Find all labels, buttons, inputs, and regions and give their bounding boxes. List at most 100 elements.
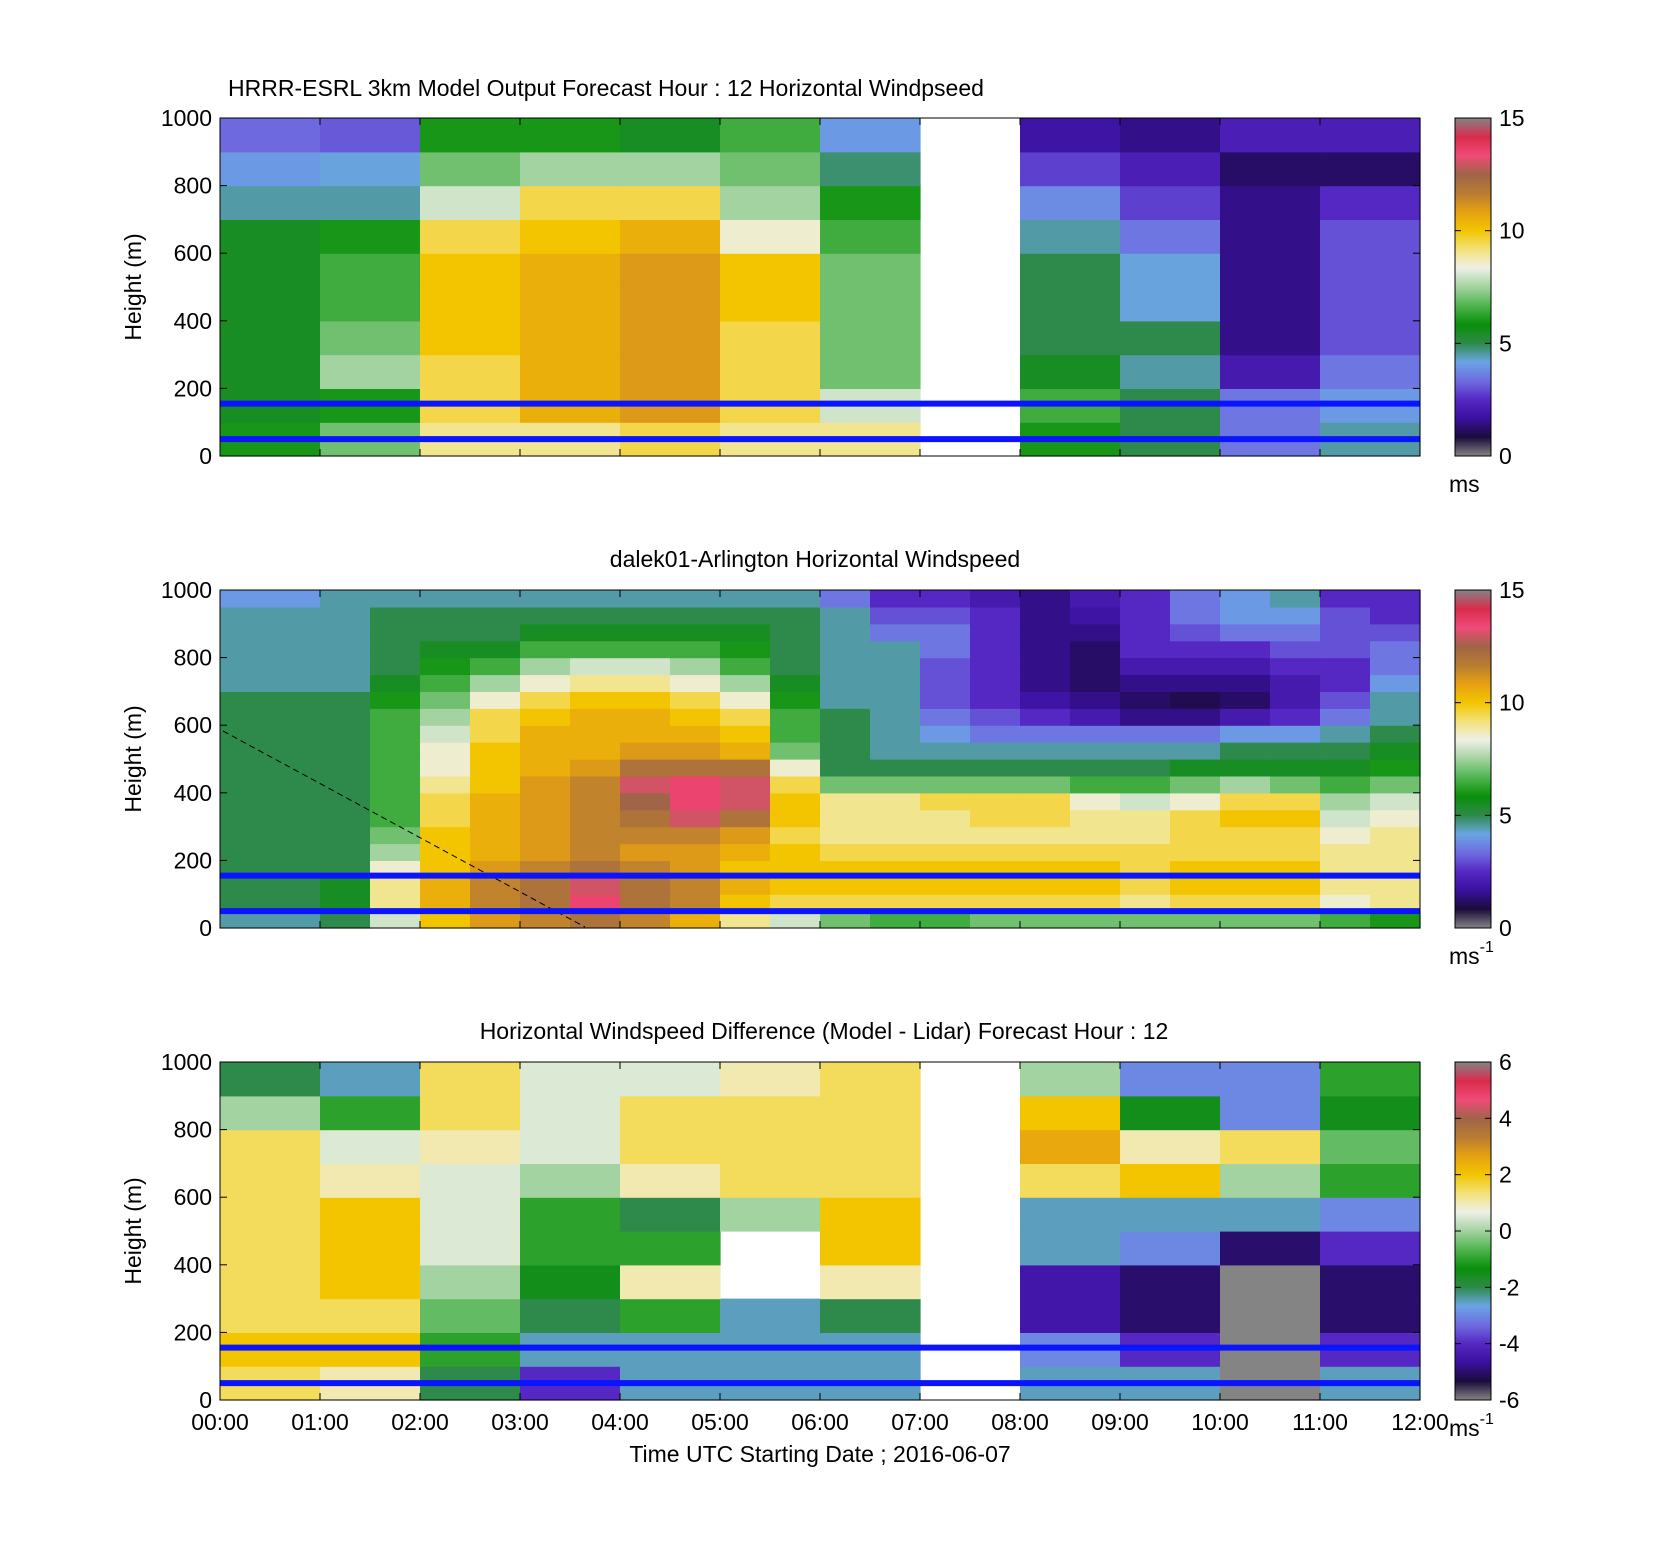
heatmap-cell (1070, 657, 1121, 676)
y-tick-label: 200 (174, 1319, 212, 1345)
heatmap-cell (1120, 1129, 1221, 1164)
heatmap-cell (420, 877, 471, 895)
heatmap-cell (220, 911, 271, 929)
heatmap-cell (220, 1298, 321, 1333)
x-ticks (219, 590, 1421, 928)
heatmap-cell (220, 657, 271, 676)
heatmap-cell (1370, 590, 1421, 608)
heatmap-cell (1320, 354, 1421, 389)
heatmap-cell (1070, 691, 1121, 709)
colorbar-tick-label: -4 (1499, 1331, 1520, 1357)
heatmap-cell (1370, 623, 1421, 642)
heatmap-cell (1270, 809, 1321, 828)
heatmap-cell (620, 826, 671, 845)
heatmap-cell (620, 894, 671, 912)
heatmap-cell (720, 911, 771, 929)
heatmap-cell (1220, 708, 1271, 726)
heatmap-cell (1070, 725, 1121, 743)
heatmap-cell (220, 1129, 321, 1164)
heatmap-cell (720, 725, 771, 743)
heatmap-cell (220, 118, 321, 153)
heatmap-cell (1020, 253, 1121, 288)
heatmap-cell (1220, 1298, 1321, 1333)
heatmap-cell (1220, 1163, 1321, 1198)
heatmap-cell (620, 843, 671, 861)
heatmap-cell (220, 253, 321, 288)
heatmap-cell (1020, 775, 1071, 794)
heatmap-cell (770, 911, 821, 929)
heatmap-cell (720, 691, 771, 709)
heatmap-cell (520, 1095, 621, 1131)
heatmap-cell (620, 1062, 721, 1097)
heatmap-cell (620, 1231, 721, 1266)
heatmap-cell (820, 708, 871, 726)
heatmap-cell (820, 219, 921, 254)
heatmap-cell (420, 590, 471, 608)
heatmap-cell (920, 843, 971, 861)
heatmap-cell (670, 826, 721, 845)
colorbar-tick-label: 10 (1499, 218, 1525, 244)
heatmap-cell (1120, 640, 1171, 659)
heatmap-cell (1120, 151, 1221, 187)
heatmap-cell (1120, 118, 1221, 153)
heatmap-cell (670, 623, 721, 642)
heatmap-cell (570, 590, 621, 608)
heatmap-cell (470, 877, 521, 895)
heatmap-cell (220, 809, 271, 828)
colorbar-tick-label: 15 (1499, 105, 1525, 131)
heatmap-cell (570, 640, 621, 659)
heatmap-cell (1320, 792, 1371, 811)
heatmap-cell (570, 691, 621, 709)
heatmap-cell (1370, 742, 1421, 760)
heatmap-cell (670, 640, 721, 659)
heatmap-cell (470, 590, 521, 608)
heatmap-cell (220, 1197, 321, 1232)
heatmap-cell (670, 877, 721, 895)
heatmap-cell (970, 657, 1021, 676)
heatmap-cell (1220, 911, 1271, 929)
heatmap-cell (1370, 759, 1421, 777)
heatmap-cell (1370, 640, 1421, 659)
heatmap-cell (820, 674, 871, 692)
heatmap-cell (520, 219, 621, 254)
heatmap-cell (670, 606, 721, 625)
heatmap-cell (1020, 1298, 1121, 1333)
heatmap-cell (1020, 792, 1071, 811)
heatmap-cell (1020, 1197, 1121, 1232)
heatmap-cell (320, 759, 371, 777)
heatmap-cell (370, 674, 421, 692)
heatmap-cell (1120, 759, 1171, 777)
y-axis-label: Height (m) (120, 1177, 146, 1284)
heatmap-cell (320, 185, 421, 220)
heatmap-cell (320, 809, 371, 828)
heatmap-cell (1220, 354, 1321, 389)
heatmap-cell (420, 1264, 521, 1300)
heatmap-cell (1020, 185, 1121, 220)
heatmap-cell (220, 843, 271, 861)
heatmap-cell (1320, 253, 1421, 288)
heatmap-cell (270, 590, 321, 608)
heatmap-cell (270, 826, 321, 845)
heatmap-cell (370, 792, 421, 811)
heatmap-cell (1170, 674, 1221, 692)
heatmap-cell (1220, 775, 1271, 794)
heatmap-cell (320, 1231, 421, 1266)
heatmap-cell (420, 1062, 521, 1097)
heatmap-cell (720, 185, 821, 220)
heatmap-cell (1070, 894, 1121, 912)
y-tick-label: 1000 (161, 105, 212, 131)
heatmap-cell (520, 657, 571, 676)
heatmap-cell (370, 725, 421, 743)
heatmap-cell (820, 1062, 921, 1097)
heatmap-cell (520, 354, 621, 389)
heatmap-cell (1320, 691, 1371, 709)
heatmap-cell (370, 759, 421, 777)
heatmap-cell (920, 606, 971, 625)
heatmap-cell (520, 253, 621, 288)
heatmap-cell (720, 894, 771, 912)
heatmap-cell (420, 657, 471, 676)
heatmap-cell (220, 1163, 321, 1198)
heatmap-cell (520, 843, 571, 861)
heatmap-cell (270, 606, 321, 625)
heatmap-cell (1220, 287, 1321, 322)
